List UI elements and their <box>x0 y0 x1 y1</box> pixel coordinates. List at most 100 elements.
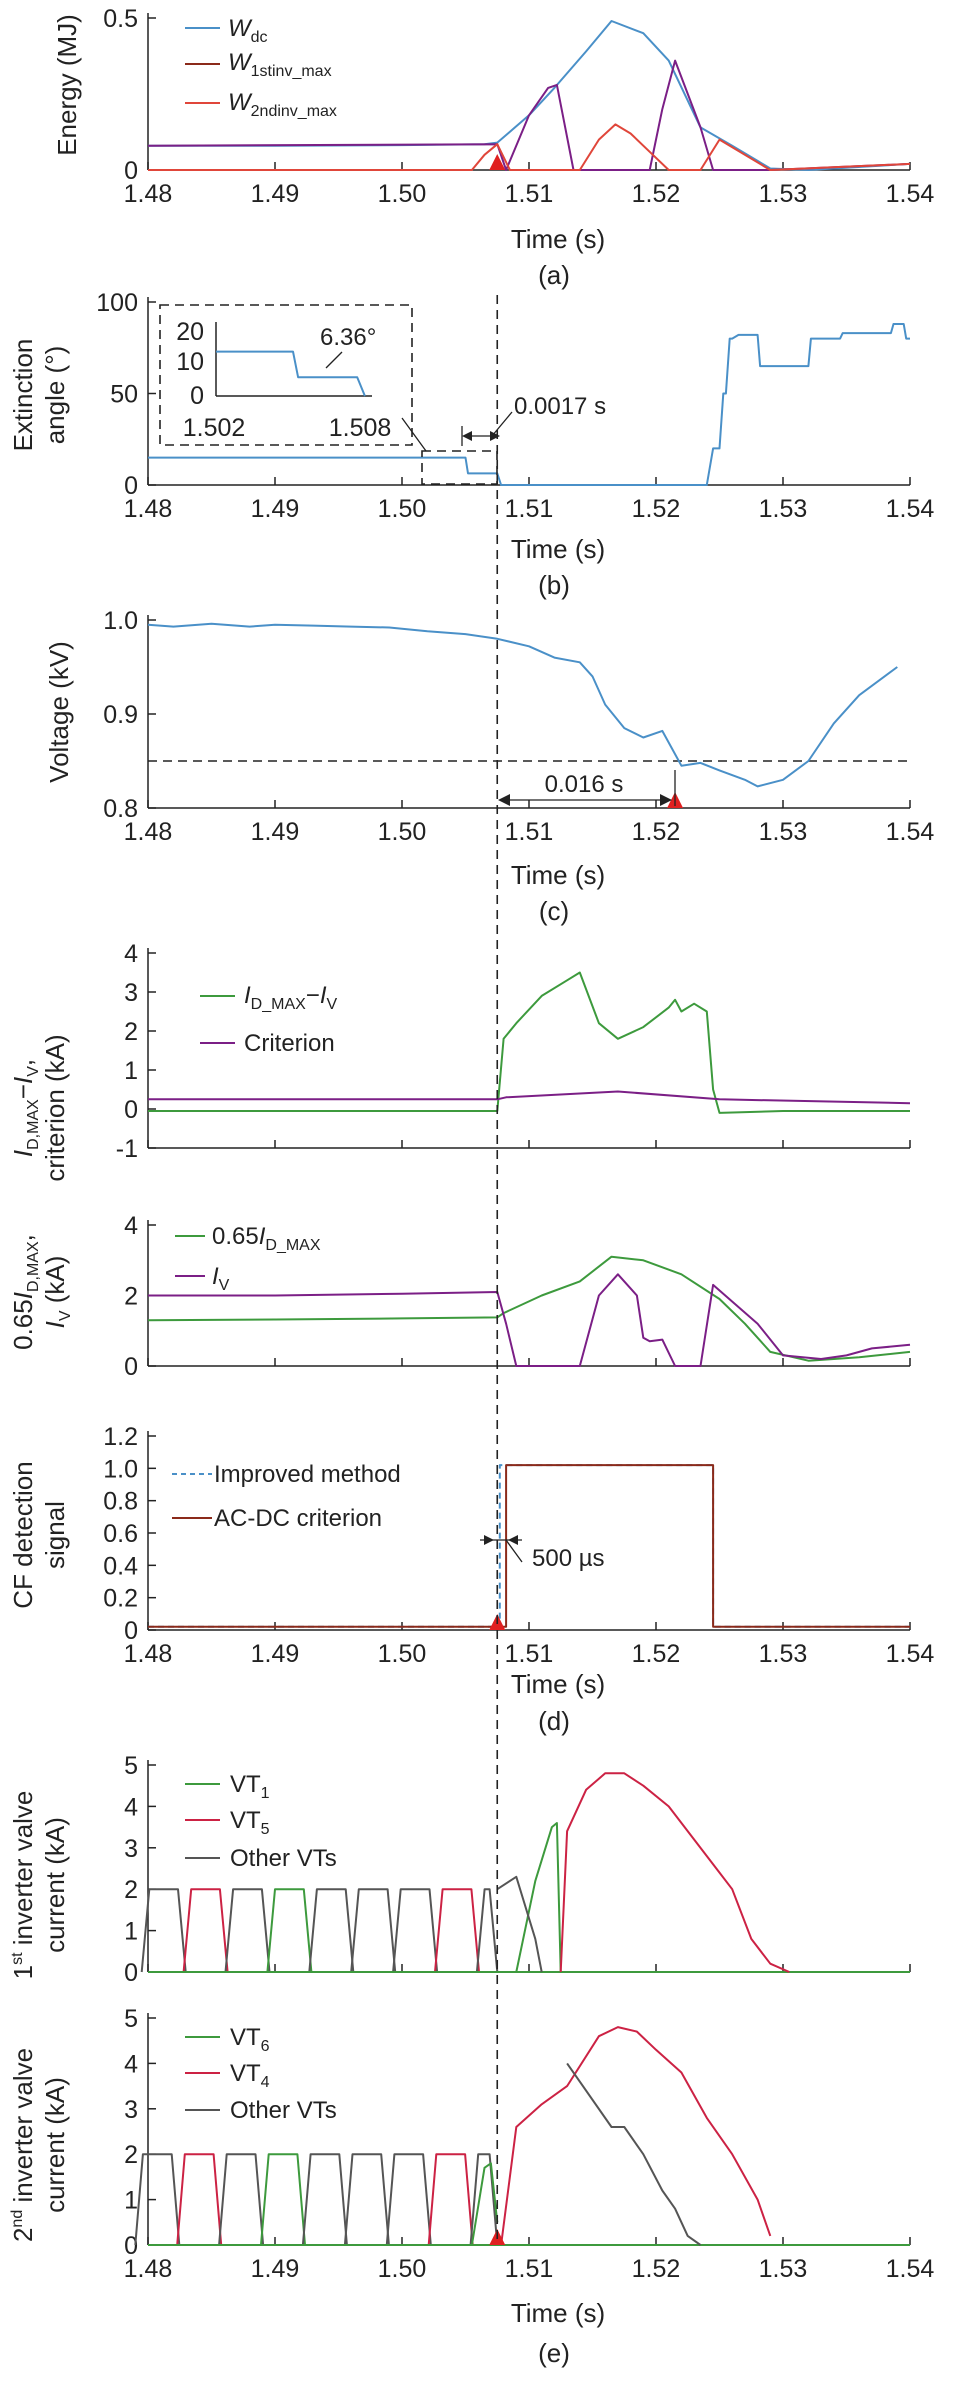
series-d1-0 <box>148 971 910 1114</box>
y-tick-label-b: 50 <box>110 381 138 409</box>
series-e1-1 <box>559 1772 790 1973</box>
y-tick-label-e1: 2 <box>124 1876 138 1904</box>
series-e2-2 <box>566 2062 702 2246</box>
panel-e2-caption: (e) <box>538 2338 570 2368</box>
annot-d-arrowhead-left <box>484 1535 494 1545</box>
x-tick-label-a: 1.51 <box>505 180 554 208</box>
x-tick-label-d3: 1.54 <box>886 1640 935 1668</box>
x-tick-label-a: 1.48 <box>124 180 173 208</box>
y-tick-label-e1: 1 <box>124 1918 138 1946</box>
y-tick-label-e2: 1 <box>124 2187 138 2215</box>
legend-vt1: VT1 <box>230 1771 270 1802</box>
panel-e1-ylabel-line1: 1st inverter valve <box>8 1791 38 1980</box>
x-tick-label-c: 1.53 <box>759 818 808 846</box>
pre-fault-pulse-e2 <box>260 2153 306 2246</box>
x-tick-label-b: 1.53 <box>759 495 808 523</box>
panel-d3-ylabel-line2: signal <box>40 1501 70 1569</box>
legend-other-e2: Other VTs <box>230 2097 337 2124</box>
y-tick-label-d3: 0.8 <box>103 1488 138 1516</box>
y-tick-label-e2: 5 <box>124 2005 138 2033</box>
x-tick-label-c: 1.51 <box>505 818 554 846</box>
panel-d2-ylabel-line2: IV (kA) <box>40 1256 74 1329</box>
panel-d2-legend: 0.65ID_MAX IV <box>175 1223 321 1294</box>
y-tick-label-e2: 2 <box>124 2141 138 2169</box>
y-tick-label-d3: 0.4 <box>103 1552 138 1580</box>
x-tick-label-b: 1.50 <box>378 495 427 523</box>
legend-idmax-iv: ID_MAX−IV <box>244 982 337 1013</box>
pre-fault-pulse-e2 <box>218 2153 265 2246</box>
pre-fault-pulse-e2 <box>427 2153 474 2246</box>
inset-xtick-1508: 1.508 <box>329 414 392 442</box>
legend-wdc: Wdc <box>228 15 268 46</box>
series-d1-1 <box>148 1090 911 1105</box>
legend-vt4: VT4 <box>230 2060 270 2091</box>
y-tick-label-d1: 2 <box>124 1018 138 1046</box>
legend-w1st: W1stinv_max <box>228 49 332 80</box>
panel-e2-xlabel: Time (s) <box>511 2298 605 2328</box>
pre-fault-pulse-e1 <box>392 1888 439 1973</box>
panel-d3-plot: 0 0.2 0.4 0.6 0.8 1.0 1.2 1.48 1.49 1.50 1.51 1.52 1… <box>103 1423 934 1668</box>
inset-series <box>216 350 366 397</box>
x-tick-label-c: 1.48 <box>124 818 173 846</box>
x-tick-label-e2: 1.53 <box>759 2255 808 2283</box>
annot-d-arrowhead-right <box>508 1535 518 1545</box>
panel-e1: 0 1 2 3 4 5 1st inverter valve current (kA) V… <box>8 1752 911 1987</box>
inset-xtick-1502: 1.502 <box>183 414 246 442</box>
x-tick-label-b: 1.52 <box>632 495 681 523</box>
fault-marker-a <box>489 154 506 170</box>
y-tick-label-e2: 3 <box>124 2096 138 2124</box>
panel-a-legend: Wdc W1stinv_max W2ndinv_max <box>185 15 337 120</box>
annot-b-text: 0.0017 s <box>514 393 606 420</box>
series-c-0 <box>147 622 898 788</box>
pre-fault-pulse-e2 <box>134 2153 181 2246</box>
y-tick-label-c: 0.8 <box>103 795 138 823</box>
panel-d1: -1 0 1 2 3 4 ID,MAX−IV, criterion (kA) ID_MAX… <box>8 940 911 1182</box>
inset-zoom-leader <box>401 417 427 452</box>
x-tick-label-a: 1.50 <box>378 180 427 208</box>
pre-fault-pulse-e1 <box>224 1888 271 1973</box>
panel-d2: 0 2 4 0.65ID,MAX, IV (kA) 0.65ID_MAX IV <box>8 1212 911 1381</box>
inset-zoom-box <box>421 450 498 485</box>
panel-e2-legend: VT6 VT4 Other VTs <box>185 2024 337 2124</box>
y-tick-label-e1: 5 <box>124 1752 138 1780</box>
panel-d3-annotation: 500 µs <box>480 1535 605 1572</box>
panel-c-ylabel: Voltage (kV) <box>44 641 74 783</box>
panel-b-xlabel: Time (s) <box>511 534 605 564</box>
annot-d-leader <box>505 1539 523 1563</box>
pre-fault-pulse-e1 <box>350 1888 397 1973</box>
panel-a-caption: (a) <box>538 260 570 290</box>
series-b-0 <box>148 323 910 486</box>
panel-e2-ylabel-line2: current (kA) <box>40 2077 70 2213</box>
series-d2-0 <box>147 1255 911 1362</box>
x-tick-label-e2: 1.54 <box>886 2255 935 2283</box>
panel-e1-ylabel-line2: current (kA) <box>40 1817 70 1953</box>
y-tick-label-d1: -1 <box>116 1135 138 1163</box>
x-tick-label-e2: 1.49 <box>251 2255 300 2283</box>
x-tick-label-c: 1.52 <box>632 818 681 846</box>
annot-c-arrowhead-left <box>498 794 510 806</box>
panel-d1-plot: -1 0 1 2 3 4 <box>116 940 911 1163</box>
pre-fault-pulse-e2 <box>176 2153 223 2246</box>
panel-b-inset: 20 10 0 1.502 1.508 6.36° <box>159 304 498 485</box>
panel-d2-plot: 0 2 4 <box>124 1212 911 1381</box>
y-tick-label-e2: 4 <box>124 2050 138 2078</box>
panel-a-plot: 0 0.5 1.48 1.49 1.50 1.51 1.52 1.53 1.54 <box>103 5 934 208</box>
series-e2-0 <box>470 2162 499 2246</box>
y-tick-label-a: 0.5 <box>103 5 138 33</box>
panel-d1-ylabel-line1: ID,MAX−IV, <box>8 1059 42 1157</box>
x-tick-label-a: 1.49 <box>251 180 300 208</box>
inset-ytick-20: 20 <box>176 318 204 346</box>
legend-other-e1: Other VTs <box>230 1845 337 1872</box>
inset-ytick-0: 0 <box>190 382 204 410</box>
x-tick-label-c: 1.49 <box>251 818 300 846</box>
panel-a-ylabel: Energy (MJ) <box>52 14 82 156</box>
pre-fault-pulse-e1 <box>182 1888 229 1973</box>
x-tick-label-d3: 1.49 <box>251 1640 300 1668</box>
x-tick-label-d3: 1.52 <box>632 1640 681 1668</box>
x-tick-label-d3: 1.50 <box>378 1640 427 1668</box>
annot-c-arrowhead-right <box>660 794 672 806</box>
pre-fault-pulse-e2 <box>343 2153 390 2246</box>
y-tick-label-d3: 1.0 <box>103 1455 138 1483</box>
panel-d1-ylabel-line2: criterion (kA) <box>40 1034 70 1181</box>
